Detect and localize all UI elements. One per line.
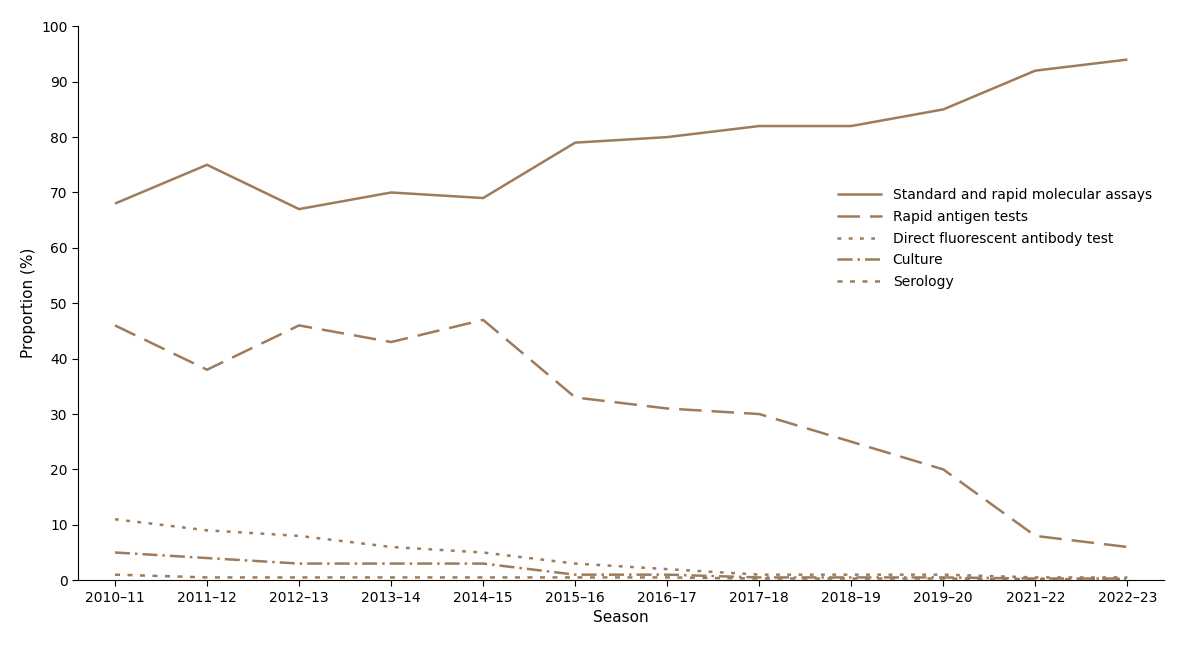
X-axis label: Season: Season — [594, 610, 649, 625]
Legend: Standard and rapid molecular assays, Rapid antigen tests, Direct fluorescent ant: Standard and rapid molecular assays, Rap… — [837, 189, 1152, 289]
Y-axis label: Proportion (%): Proportion (%) — [21, 248, 36, 359]
